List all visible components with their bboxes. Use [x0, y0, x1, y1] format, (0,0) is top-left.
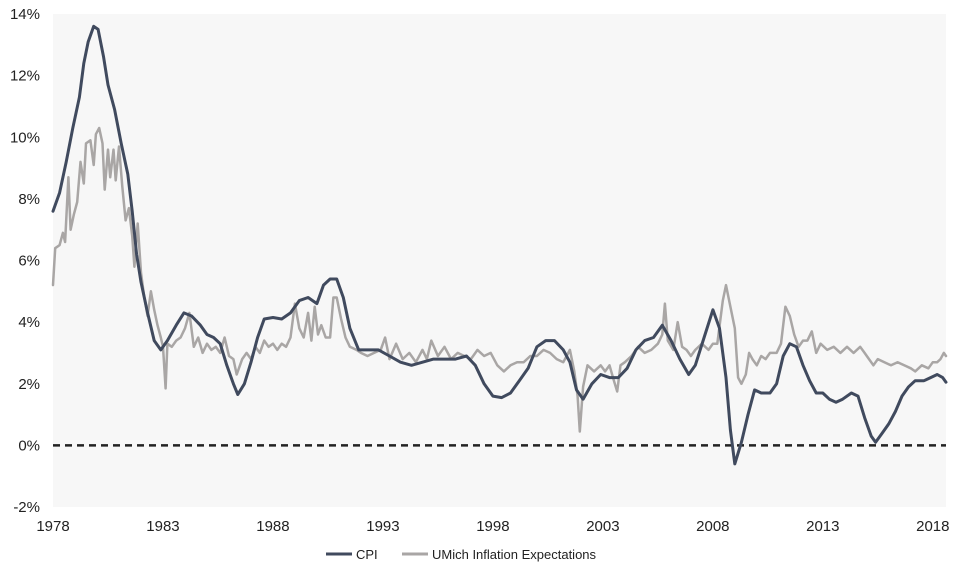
y-tick-label: 4%: [18, 314, 40, 331]
x-tick-label: 1998: [476, 518, 509, 535]
x-tick-label: 2013: [806, 518, 839, 535]
y-tick-label: 12%: [10, 68, 40, 85]
x-tick-label: 2008: [696, 518, 729, 535]
y-tick-label: 6%: [18, 253, 40, 270]
legend-label-cpi: CPI: [356, 547, 378, 562]
x-tick-label: 1988: [256, 518, 289, 535]
x-tick-label: 2018: [916, 518, 949, 535]
series-layer: [51, 24, 948, 466]
x-tick-label: 2003: [586, 518, 619, 535]
series-line-umich: [51, 126, 948, 433]
x-tick-label: 1993: [366, 518, 399, 535]
x-tick-label: 1983: [146, 518, 179, 535]
x-axis-tick-labels: 1978 1983 1988 1993 1998 2003 2008 2013 2018: [36, 518, 949, 535]
x-tick-label: 1978: [36, 518, 69, 535]
y-tick-label: 2%: [18, 376, 40, 393]
legend: CPI UMich Inflation Expectations: [326, 547, 597, 562]
series-line-cpi: [51, 24, 948, 466]
y-tick-label: 8%: [18, 191, 40, 208]
y-tick-label: 0%: [18, 437, 40, 454]
y-tick-label: 14%: [10, 6, 40, 23]
y-axis-tick-labels: -2% 0% 2% 4% 6% 8% 10% 12% 14%: [10, 6, 40, 516]
y-tick-label: 10%: [10, 129, 40, 146]
legend-label-umich: UMich Inflation Expectations: [432, 547, 597, 562]
y-tick-label: -2%: [13, 499, 40, 516]
plot-area: [53, 14, 946, 507]
